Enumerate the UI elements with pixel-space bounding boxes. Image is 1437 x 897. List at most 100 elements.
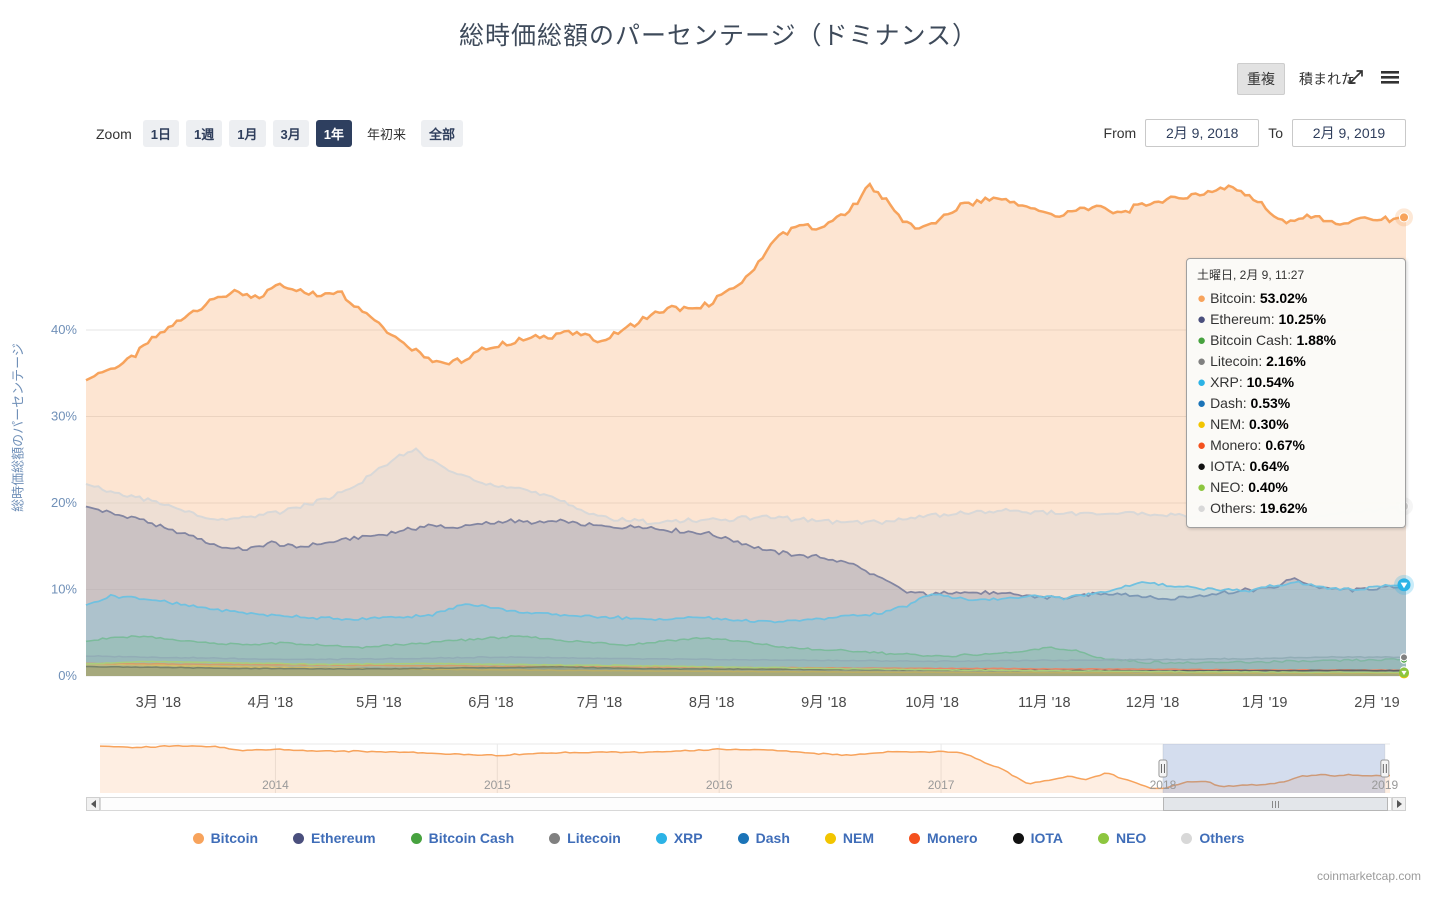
tooltip-row-iota: ● IOTA: 0.64% — [1197, 458, 1290, 475]
legend-item-bitcoin[interactable]: Bitcoin — [192, 830, 259, 846]
zoom-button-1日[interactable]: 1日 — [142, 120, 180, 147]
tooltip-row-litecoin: ● Litecoin: 2.16% — [1197, 353, 1306, 370]
legend-dot-icon — [293, 832, 305, 844]
series-bullet-icon: ● — [1197, 500, 1207, 517]
navigator-handle-left[interactable] — [1158, 759, 1168, 778]
series-nem-line[interactable] — [85, 662, 1406, 675]
chart-mode-toggle: 重複 積まれた — [1237, 63, 1365, 95]
y-axis-tick-label: 30% — [51, 409, 77, 424]
legend-item-xrp[interactable]: XRP — [655, 830, 703, 846]
zoom-button-年初来[interactable]: 年初来 — [366, 127, 406, 142]
series-neo-line[interactable] — [85, 660, 1406, 674]
tooltip-rows: ● Bitcoin: 53.02% ● Ethereum: 10.25% ● Bitcoi… — [1197, 288, 1395, 519]
navigator-selected-range[interactable] — [1162, 744, 1385, 793]
y-axis-tick-label: 40% — [51, 322, 77, 337]
x-axis-tick-label: 8月 '18 — [689, 695, 735, 711]
hamburger-menu-icon[interactable] — [1379, 66, 1401, 88]
legend-label: Others — [1199, 830, 1245, 846]
series-xrp-end-marker — [1400, 582, 1408, 589]
y-axis-tick-label: 10% — [51, 582, 77, 597]
tooltip-date: 土曜日, 2月 9, 11:27 — [1197, 268, 1305, 282]
series-litecoin-line[interactable] — [85, 655, 1406, 663]
series-xrp-area[interactable] — [86, 581, 1406, 677]
stacked-mode-button[interactable]: 積まれた — [1299, 71, 1355, 87]
legend-dot-icon — [909, 832, 920, 844]
navigator-series-area[interactable] — [100, 745, 1390, 793]
legend-item-others[interactable]: Others — [1181, 830, 1244, 846]
x-axis-tick-label: 12月 '18 — [1126, 695, 1180, 711]
page-title: 総時価総額のパーセンテージ（ドミナンス） — [458, 22, 978, 50]
series-ethereum-area[interactable] — [86, 506, 1406, 677]
zoom-button-全部[interactable]: 全部 — [420, 120, 463, 147]
navigator-handle-right[interactable] — [1380, 759, 1390, 778]
x-axis-tick-label: 5月 '18 — [356, 695, 402, 711]
scrollbar-track[interactable] — [100, 797, 1392, 811]
series-bullet-icon: ● — [1197, 353, 1207, 370]
navigator-year-label: 2017 — [928, 778, 955, 792]
legend-item-litecoin[interactable]: Litecoin — [549, 830, 621, 846]
series-litecoin-end-marker — [1400, 653, 1408, 662]
scrollbar-thumb[interactable] — [1163, 797, 1388, 811]
legend-item-nem[interactable]: NEM — [824, 830, 874, 846]
fullscreen-icon[interactable] — [1345, 66, 1367, 88]
legend-item-neo[interactable]: NEO — [1097, 830, 1146, 846]
watermark: coinmarketcap.com — [1316, 869, 1421, 883]
legend-item-dash[interactable]: Dash — [737, 830, 790, 846]
legend-dot-icon — [1012, 832, 1024, 844]
zoom-button-1年[interactable]: 1年 — [315, 120, 352, 147]
series-bullet-icon: ● — [1197, 290, 1207, 307]
series-bitcoin-area[interactable] — [86, 184, 1406, 676]
navigator-year-label: 2019 — [1371, 778, 1398, 792]
series-neo-area[interactable] — [86, 661, 1406, 676]
series-iota-line[interactable] — [86, 665, 1406, 672]
from-date-input[interactable] — [1145, 119, 1260, 147]
legend-item-iota[interactable]: IOTA — [1012, 830, 1063, 846]
from-label: From — [1103, 125, 1137, 141]
series-bitcoin-line[interactable] — [85, 182, 1407, 382]
series-bullet-icon: ● — [1197, 479, 1207, 496]
legend-label: IOTA — [1030, 830, 1063, 846]
navigator-year-label: 2015 — [484, 778, 511, 792]
legend-dot-icon — [655, 832, 667, 844]
navigator-year-label: 2018 — [1150, 778, 1177, 792]
date-range-inputs: From To — [1104, 119, 1406, 147]
x-axis-tick-label: 4月 '18 — [248, 695, 294, 711]
legend-label: Dash — [755, 830, 790, 846]
scrollbar-right-arrow[interactable] — [1392, 797, 1406, 811]
zoom-button-1月[interactable]: 1月 — [229, 120, 266, 147]
legend-label: Bitcoin — [210, 830, 259, 846]
legend-item-bitcoin-cash[interactable]: Bitcoin Cash — [410, 830, 515, 846]
scrollbar-left-arrow[interactable] — [86, 797, 100, 811]
y-axis-tick-label: 20% — [51, 495, 77, 510]
series-bullet-icon: ● — [1197, 437, 1207, 454]
x-axis-tick-label: 7月 '18 — [577, 695, 623, 711]
overlap-mode-button[interactable]: 重複 — [1237, 63, 1285, 95]
legend-label: Ethereum — [311, 830, 376, 846]
series-bullet-icon: ● — [1197, 458, 1207, 475]
legend-label: Monero — [927, 830, 978, 846]
legend-label: Bitcoin Cash — [428, 830, 515, 846]
to-date-input[interactable] — [1292, 119, 1406, 147]
series-bullet-icon: ● — [1197, 374, 1207, 391]
zoom-button-3月[interactable]: 3月 — [272, 120, 309, 147]
series-others-area[interactable] — [86, 448, 1406, 676]
tooltip-row-bitcoin-cash: ● Bitcoin Cash: 1.88% — [1197, 332, 1337, 349]
legend-item-ethereum[interactable]: Ethereum — [293, 830, 376, 846]
tooltip-row-xrp: ● XRP: 10.54% — [1197, 374, 1295, 391]
series-bitcoin-cash-line[interactable] — [85, 635, 1407, 665]
legend-label: XRP — [673, 830, 703, 846]
scrollbar-grip-icon — [1275, 800, 1276, 808]
legend-dot-icon — [1181, 832, 1193, 844]
legend-dot-icon — [824, 832, 836, 844]
zoom-label: Zoom — [96, 125, 132, 142]
zoom-button-1週[interactable]: 1週 — [186, 120, 223, 147]
series-neo-end-marker — [1401, 670, 1407, 676]
series-bullet-icon: ● — [1197, 416, 1207, 433]
navigator-series-line — [99, 744, 1390, 790]
legend-item-monero[interactable]: Monero — [909, 830, 978, 846]
tooltip-row-nem: ● NEM: 0.30% — [1197, 416, 1289, 433]
series-xrp-line[interactable] — [85, 580, 1407, 624]
series-ethereum-line[interactable] — [85, 505, 1407, 601]
x-axis-tick-label: 1月 '19 — [1242, 695, 1288, 711]
